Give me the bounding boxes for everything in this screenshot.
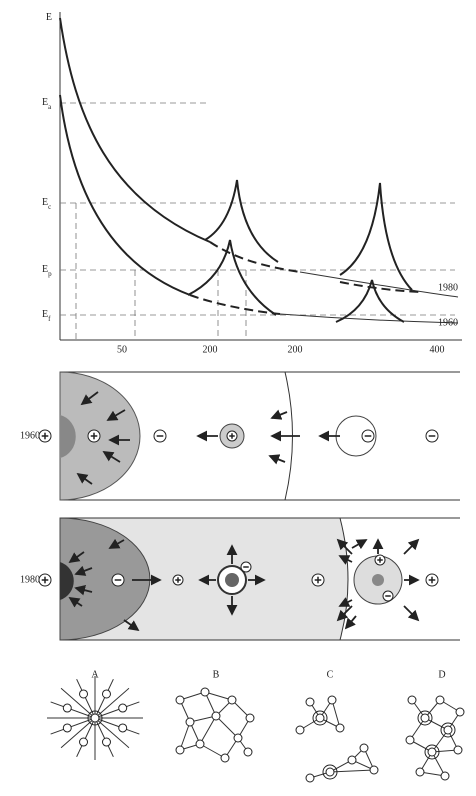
node xyxy=(102,738,110,746)
panel-label: 1960 xyxy=(20,430,40,441)
node xyxy=(63,724,71,732)
node xyxy=(186,718,194,726)
edge xyxy=(200,716,216,744)
y-label: E xyxy=(46,12,52,23)
node xyxy=(454,746,462,754)
arrow xyxy=(270,456,285,462)
x-label: 50 xyxy=(117,344,127,355)
node xyxy=(228,696,236,704)
energy-plot: E Ea Ec Ep Ef 50 200 200 400 1980 1960 xyxy=(42,12,462,355)
panel-1980: 1980 xyxy=(20,518,460,640)
node xyxy=(316,714,324,722)
curve-label: 1960 xyxy=(438,317,458,328)
node xyxy=(408,696,416,704)
spike xyxy=(340,183,412,290)
node xyxy=(196,740,204,748)
node xyxy=(306,698,314,706)
node xyxy=(306,774,314,782)
curve-1960 xyxy=(60,95,190,295)
label-sub: p xyxy=(48,270,52,278)
x-label: 200 xyxy=(288,344,303,355)
core xyxy=(225,573,239,587)
y-label: Ep xyxy=(42,264,52,277)
label-sub: a xyxy=(48,103,52,111)
network-label: D xyxy=(438,669,445,680)
y-label: Ec xyxy=(42,197,51,210)
node xyxy=(212,712,220,720)
node xyxy=(221,754,229,762)
node xyxy=(80,690,88,698)
curve-1980 xyxy=(60,18,210,242)
core xyxy=(372,574,384,586)
node xyxy=(360,744,368,752)
label-sub: c xyxy=(48,203,51,211)
curve-label: 1980 xyxy=(438,282,458,293)
curve-1980-tail xyxy=(300,272,458,297)
arrow xyxy=(272,412,287,418)
node xyxy=(176,696,184,704)
y-label: Ea xyxy=(42,97,52,110)
node xyxy=(444,726,452,734)
label-sub: f xyxy=(48,315,51,323)
node xyxy=(244,748,252,756)
node xyxy=(436,696,444,704)
node xyxy=(234,734,242,742)
node xyxy=(416,768,424,776)
node xyxy=(421,714,429,722)
panel-label: 1980 xyxy=(20,574,40,585)
spike xyxy=(336,280,404,322)
network-label: C xyxy=(327,669,334,680)
node xyxy=(441,772,449,780)
edge xyxy=(216,716,238,738)
node xyxy=(119,724,127,732)
spike xyxy=(188,240,276,315)
node xyxy=(328,696,336,704)
curve-1980-dashed xyxy=(210,242,300,272)
node xyxy=(246,714,254,722)
node xyxy=(406,736,414,744)
node xyxy=(296,726,304,734)
y-label: Ef xyxy=(42,309,51,322)
node xyxy=(176,746,184,754)
node xyxy=(102,690,110,698)
node xyxy=(456,708,464,716)
network-label: B xyxy=(213,669,220,680)
node xyxy=(428,748,436,756)
spike xyxy=(205,180,278,262)
node xyxy=(91,714,99,722)
node xyxy=(119,704,127,712)
figure: E Ea Ec Ep Ef 50 200 200 400 1980 1960 1… xyxy=(0,0,476,796)
node xyxy=(201,688,209,696)
node xyxy=(63,704,71,712)
node xyxy=(336,724,344,732)
x-label: 400 xyxy=(430,344,445,355)
node xyxy=(326,768,334,776)
curve-1960-dashed xyxy=(190,295,280,314)
x-label: 200 xyxy=(203,344,218,355)
node xyxy=(80,738,88,746)
label-base: E xyxy=(46,12,52,23)
node xyxy=(348,756,356,764)
node xyxy=(370,766,378,774)
